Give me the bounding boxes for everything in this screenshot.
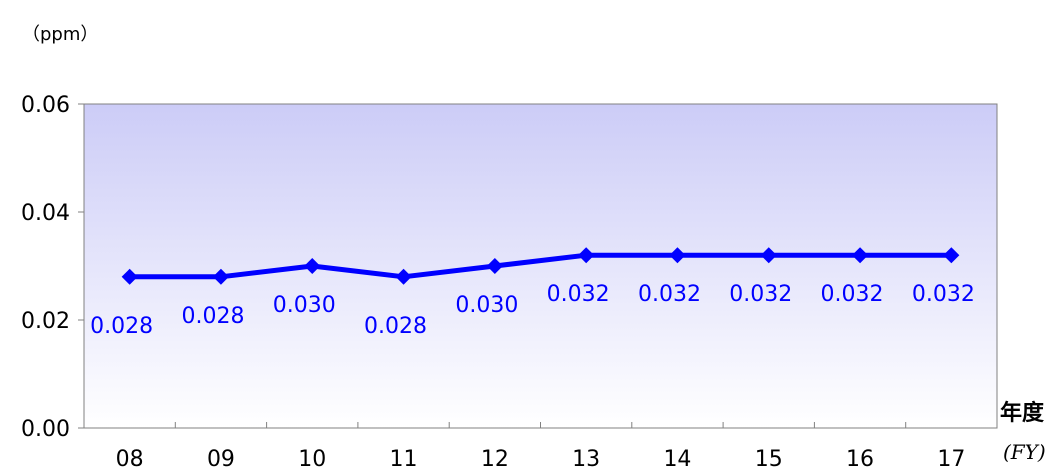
data-point-marker (212, 268, 229, 285)
data-point-marker (304, 258, 321, 274)
x-tick-label: 13 (572, 447, 600, 472)
data-label: 0.032 (638, 282, 701, 307)
data-label: 0.032 (547, 282, 610, 307)
data-point-marker (669, 247, 686, 264)
data-point-marker (486, 258, 503, 274)
data-label: 0.030 (273, 293, 336, 318)
data-label: 0.032 (821, 282, 884, 307)
plot-area (83, 103, 998, 429)
x-tick-label: 14 (663, 447, 691, 472)
y-tick-label: 0.04 (21, 201, 70, 226)
data-point-marker (760, 247, 777, 264)
data-label: 0.030 (455, 293, 518, 318)
series-group: 0.028 0.028 0.030 0.028 0.030 0.032 0.032 0.032… (90, 247, 975, 339)
data-label: 0.028 (181, 304, 244, 329)
data-label: 0.028 (364, 314, 427, 339)
y-tick-label: 0.06 (21, 93, 70, 118)
data-point-marker (852, 247, 869, 264)
y-tick-label: 0.00 (21, 417, 70, 442)
data-point-marker (943, 247, 960, 264)
data-label: 0.032 (729, 282, 792, 307)
data-label: 0.028 (90, 314, 153, 339)
x-tick-label: 15 (755, 447, 783, 472)
x-tick-label: 11 (390, 447, 418, 472)
y-unit-label: （ppm） (22, 24, 98, 45)
x-tick-label: 09 (207, 447, 235, 472)
x-tick-label: 12 (481, 447, 509, 472)
data-point-marker (578, 247, 595, 264)
y-axis: 0.00 0.02 0.04 0.06 (21, 93, 84, 442)
data-point-marker (395, 268, 412, 285)
data-label: 0.032 (912, 282, 975, 307)
data-point-marker (121, 268, 138, 285)
x-axis-label-en: (FY) (1003, 440, 1046, 464)
x-tick-label: 17 (937, 447, 965, 472)
y-tick-label: 0.02 (21, 309, 70, 334)
x-tick-label: 10 (298, 447, 326, 472)
x-tick-label: 08 (116, 447, 144, 472)
x-axis-label: 年度 (1000, 400, 1045, 426)
series-line (129, 252, 952, 280)
x-tick-label: 16 (846, 447, 874, 472)
x-axis: 08 09 10 11 12 13 14 15 16 17 (83, 422, 998, 472)
